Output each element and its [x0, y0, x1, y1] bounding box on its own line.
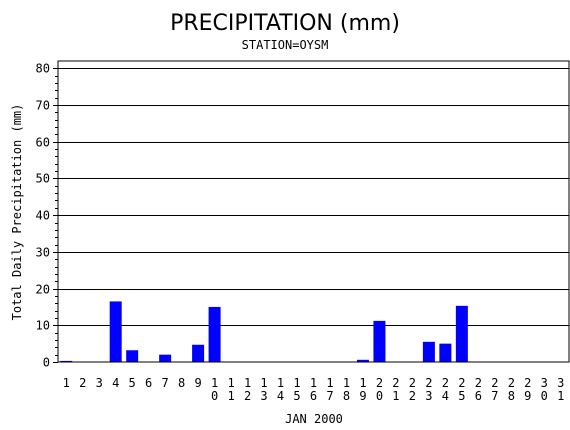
x-tick-label: 1 — [63, 376, 70, 390]
y-tick-label: 0 — [43, 356, 50, 370]
bar — [60, 360, 73, 362]
bars — [60, 301, 468, 362]
chart-title: PRECIPITATION (mm) — [170, 11, 400, 36]
y-tick-label: 60 — [36, 136, 50, 150]
y-tick-label: 70 — [36, 99, 50, 113]
bar — [439, 343, 452, 362]
x-tick-label: 4 — [112, 376, 119, 390]
bar — [208, 306, 221, 362]
chart-subtitle: STATION=OYSM — [242, 38, 329, 52]
x-tick-label: 9 — [194, 376, 201, 390]
bar — [455, 305, 468, 362]
x-tick-label: 6 — [145, 376, 152, 390]
x-tick-label: 2 — [79, 376, 86, 390]
y-axis-label: Total Daily Precipitation (mm) — [10, 104, 24, 321]
x-tick-label: 7 — [162, 376, 169, 390]
y-tick-label: 20 — [36, 283, 50, 297]
bar — [159, 354, 172, 362]
x-axis-label: JAN 2000 — [285, 412, 343, 426]
y-tick-label: 50 — [36, 172, 50, 186]
x-tick-label: 8 — [178, 376, 185, 390]
y-tick-labels: 0 10 20 30 40 50 60 70 80 — [36, 62, 50, 370]
y-tick-label: 10 — [36, 319, 50, 333]
x-tick-labels: 1 2 3 4 5 6 7 8 9 1 01 11 21 31 41 51 61 71 81 92 02 12 22 32 42… — [63, 376, 565, 403]
y-tick-label: 80 — [36, 62, 50, 76]
bar — [192, 344, 205, 362]
bar — [126, 350, 139, 362]
bar — [373, 320, 386, 362]
x-tick-label: 3 — [96, 376, 103, 390]
plot-frame — [57, 60, 570, 363]
y-tick-label: 40 — [36, 209, 50, 223]
bar — [356, 359, 369, 362]
grid-lines — [53, 68, 569, 363]
bar — [422, 341, 435, 362]
bar — [109, 301, 122, 362]
x-tick-label: 5 — [129, 376, 136, 390]
y-tick-label: 30 — [36, 246, 50, 260]
